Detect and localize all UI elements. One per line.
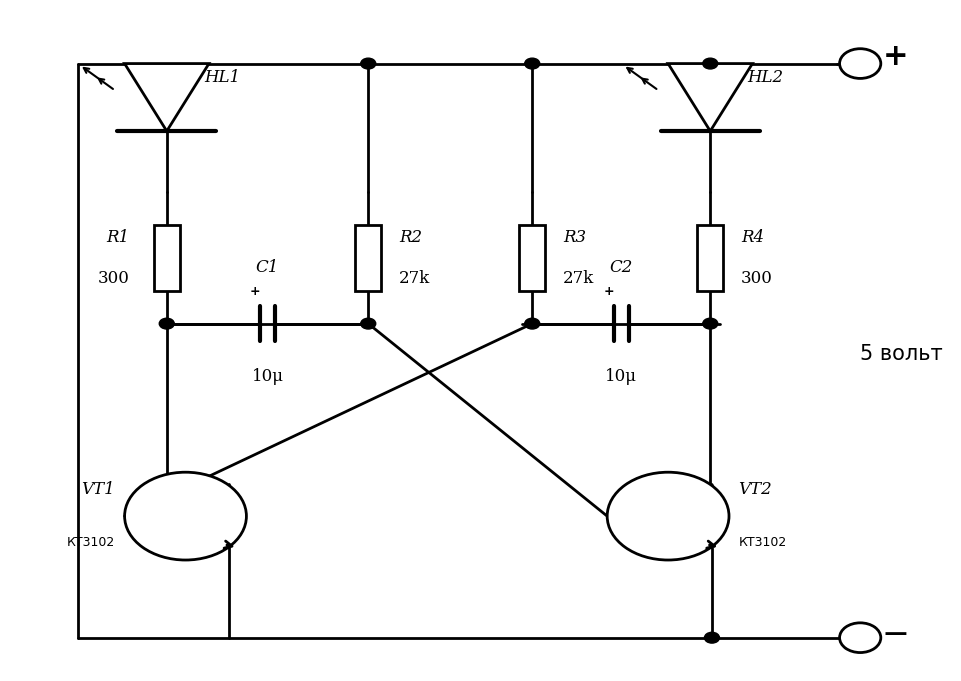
Text: VT1: VT1 [82, 481, 115, 498]
Text: 27k: 27k [399, 270, 430, 287]
Text: 10μ: 10μ [604, 368, 636, 385]
Circle shape [524, 58, 539, 69]
Bar [519, 225, 545, 291]
Bar [355, 225, 381, 291]
Circle shape [839, 623, 880, 652]
Circle shape [702, 318, 717, 329]
Text: R3: R3 [562, 229, 585, 246]
Text: +: + [250, 285, 260, 298]
Circle shape [702, 58, 717, 69]
Text: КТ3102: КТ3102 [738, 536, 786, 549]
Circle shape [606, 472, 728, 560]
Circle shape [125, 472, 246, 560]
Text: HL1: HL1 [204, 69, 240, 86]
Text: 300: 300 [740, 270, 773, 287]
Text: 27k: 27k [562, 270, 594, 287]
Text: R4: R4 [740, 229, 764, 246]
Text: −: − [881, 618, 909, 651]
Circle shape [160, 318, 174, 329]
Polygon shape [667, 63, 752, 131]
Polygon shape [125, 63, 209, 131]
Text: R2: R2 [399, 229, 422, 246]
Bar [697, 225, 723, 291]
Text: +: + [604, 285, 614, 298]
Circle shape [524, 318, 539, 329]
Text: КТ3102: КТ3102 [67, 536, 115, 549]
Text: +: + [882, 42, 908, 72]
Circle shape [839, 49, 880, 78]
Text: 300: 300 [97, 270, 129, 287]
Text: R1: R1 [106, 229, 129, 246]
Text: C2: C2 [609, 259, 632, 276]
Circle shape [703, 632, 719, 643]
Circle shape [360, 318, 376, 329]
Text: C1: C1 [256, 259, 279, 276]
Circle shape [360, 58, 376, 69]
Text: VT2: VT2 [738, 481, 772, 498]
Text: 5 вольт: 5 вольт [859, 344, 942, 364]
Text: 10μ: 10μ [251, 368, 283, 385]
Text: HL2: HL2 [747, 69, 783, 86]
Bar [154, 225, 180, 291]
